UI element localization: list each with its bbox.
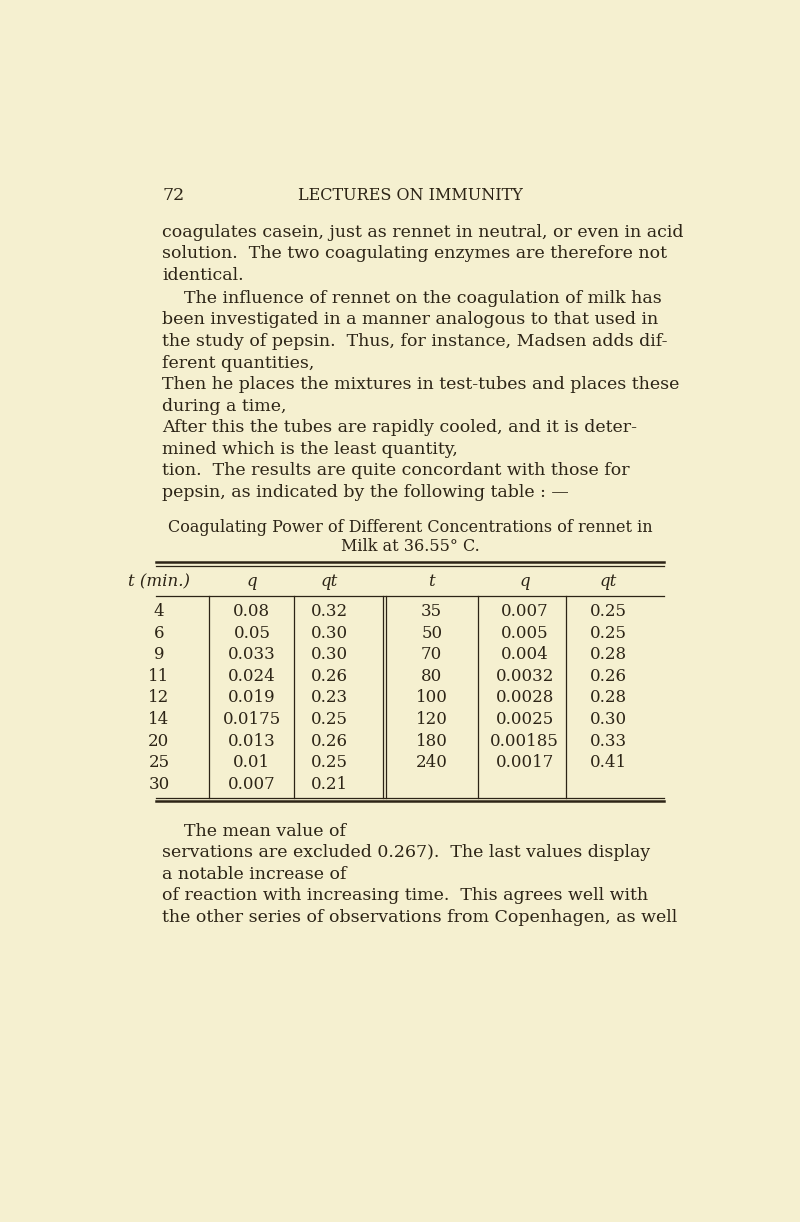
Text: 0.25: 0.25 bbox=[311, 754, 348, 771]
Text: 11: 11 bbox=[148, 668, 170, 684]
Text: 0.25: 0.25 bbox=[311, 711, 348, 728]
Text: solution.  The two coagulating enzymes are therefore not: solution. The two coagulating enzymes ar… bbox=[162, 246, 667, 263]
Text: 0.25: 0.25 bbox=[590, 624, 627, 642]
Text: pepsin, as indicated by the following table : —: pepsin, as indicated by the following ta… bbox=[162, 484, 569, 501]
Text: 0.0175: 0.0175 bbox=[222, 711, 281, 728]
Text: 0.28: 0.28 bbox=[590, 689, 627, 706]
Text: 0.007: 0.007 bbox=[228, 776, 276, 793]
Text: the study of pepsin.  Thus, for instance, Madsen adds dif-: the study of pepsin. Thus, for instance,… bbox=[162, 332, 667, 349]
Text: 0.0028: 0.0028 bbox=[495, 689, 554, 706]
Text: 0.26: 0.26 bbox=[590, 668, 627, 684]
Text: Milk at 36.55° C.: Milk at 36.55° C. bbox=[341, 538, 479, 555]
Text: 0.013: 0.013 bbox=[228, 732, 276, 749]
Text: 0.32: 0.32 bbox=[311, 604, 348, 621]
Text: 0.30: 0.30 bbox=[590, 711, 627, 728]
Text: of reaction with increasing time.  This agrees well with: of reaction with increasing time. This a… bbox=[162, 887, 648, 904]
Text: 6: 6 bbox=[154, 624, 164, 642]
Text: q: q bbox=[246, 573, 258, 590]
Text: mined which is the least quantity,: mined which is the least quantity, bbox=[162, 441, 463, 458]
Text: been investigated in a manner analogous to that used in: been investigated in a manner analogous … bbox=[162, 312, 658, 329]
Text: t (min.): t (min.) bbox=[128, 573, 190, 590]
Text: 0.28: 0.28 bbox=[590, 646, 627, 664]
Text: Coagulating Power of Different Concentrations of rennet in: Coagulating Power of Different Concentra… bbox=[168, 519, 652, 536]
Text: 20: 20 bbox=[148, 732, 170, 749]
Text: 0.024: 0.024 bbox=[228, 668, 276, 684]
Text: 4: 4 bbox=[154, 604, 164, 621]
Text: tion.  The results are quite concordant with those for: tion. The results are quite concordant w… bbox=[162, 462, 630, 479]
Text: t: t bbox=[428, 573, 435, 590]
Text: servations are excluded 0.267).  The last values display: servations are excluded 0.267). The last… bbox=[162, 844, 650, 862]
Text: 0.004: 0.004 bbox=[501, 646, 549, 664]
Text: 0.019: 0.019 bbox=[228, 689, 276, 706]
Text: 0.0032: 0.0032 bbox=[495, 668, 554, 684]
Text: 180: 180 bbox=[416, 732, 448, 749]
Text: 70: 70 bbox=[421, 646, 442, 664]
Text: The mean value of: The mean value of bbox=[162, 822, 351, 840]
Text: Then he places the mixtures in test-tubes and places these: Then he places the mixtures in test-tube… bbox=[162, 376, 679, 393]
Text: 14: 14 bbox=[148, 711, 170, 728]
Text: 35: 35 bbox=[421, 604, 442, 621]
Text: 0.26: 0.26 bbox=[311, 732, 348, 749]
Text: 240: 240 bbox=[416, 754, 448, 771]
Text: 0.0025: 0.0025 bbox=[495, 711, 554, 728]
Text: coagulates casein, just as rennet in neutral, or even in acid: coagulates casein, just as rennet in neu… bbox=[162, 224, 683, 241]
Text: q: q bbox=[519, 573, 530, 590]
Text: a notable increase of: a notable increase of bbox=[162, 866, 352, 882]
Text: 9: 9 bbox=[154, 646, 164, 664]
Text: 0.033: 0.033 bbox=[228, 646, 276, 664]
Text: LECTURES ON IMMUNITY: LECTURES ON IMMUNITY bbox=[298, 187, 522, 204]
Text: 12: 12 bbox=[148, 689, 170, 706]
Text: 25: 25 bbox=[148, 754, 170, 771]
Text: 120: 120 bbox=[416, 711, 448, 728]
Text: 0.30: 0.30 bbox=[311, 646, 348, 664]
Text: The influence of rennet on the coagulation of milk has: The influence of rennet on the coagulati… bbox=[162, 290, 662, 307]
Text: 0.26: 0.26 bbox=[311, 668, 348, 684]
Text: during a time,: during a time, bbox=[162, 397, 292, 414]
Text: 0.01: 0.01 bbox=[234, 754, 270, 771]
Text: 80: 80 bbox=[421, 668, 442, 684]
Text: 72: 72 bbox=[162, 187, 184, 204]
Text: 0.08: 0.08 bbox=[234, 604, 270, 621]
Text: 0.41: 0.41 bbox=[590, 754, 627, 771]
Text: 0.21: 0.21 bbox=[311, 776, 348, 793]
Text: qt: qt bbox=[600, 573, 617, 590]
Text: 100: 100 bbox=[416, 689, 448, 706]
Text: the other series of observations from Copenhagen, as well: the other series of observations from Co… bbox=[162, 909, 678, 926]
Text: 0.00185: 0.00185 bbox=[490, 732, 559, 749]
Text: 0.007: 0.007 bbox=[501, 604, 549, 621]
Text: identical.: identical. bbox=[162, 266, 244, 284]
Text: 0.23: 0.23 bbox=[311, 689, 348, 706]
Text: 0.005: 0.005 bbox=[501, 624, 549, 642]
Text: 0.30: 0.30 bbox=[311, 624, 348, 642]
Text: ferent quantities,: ferent quantities, bbox=[162, 354, 320, 371]
Text: 0.33: 0.33 bbox=[590, 732, 627, 749]
Text: 30: 30 bbox=[148, 776, 170, 793]
Text: 50: 50 bbox=[421, 624, 442, 642]
Text: qt: qt bbox=[321, 573, 338, 590]
Text: 0.25: 0.25 bbox=[590, 604, 627, 621]
Text: After this the tubes are rapidly cooled, and it is deter-: After this the tubes are rapidly cooled,… bbox=[162, 419, 637, 436]
Text: 0.05: 0.05 bbox=[234, 624, 270, 642]
Text: 0.0017: 0.0017 bbox=[495, 754, 554, 771]
